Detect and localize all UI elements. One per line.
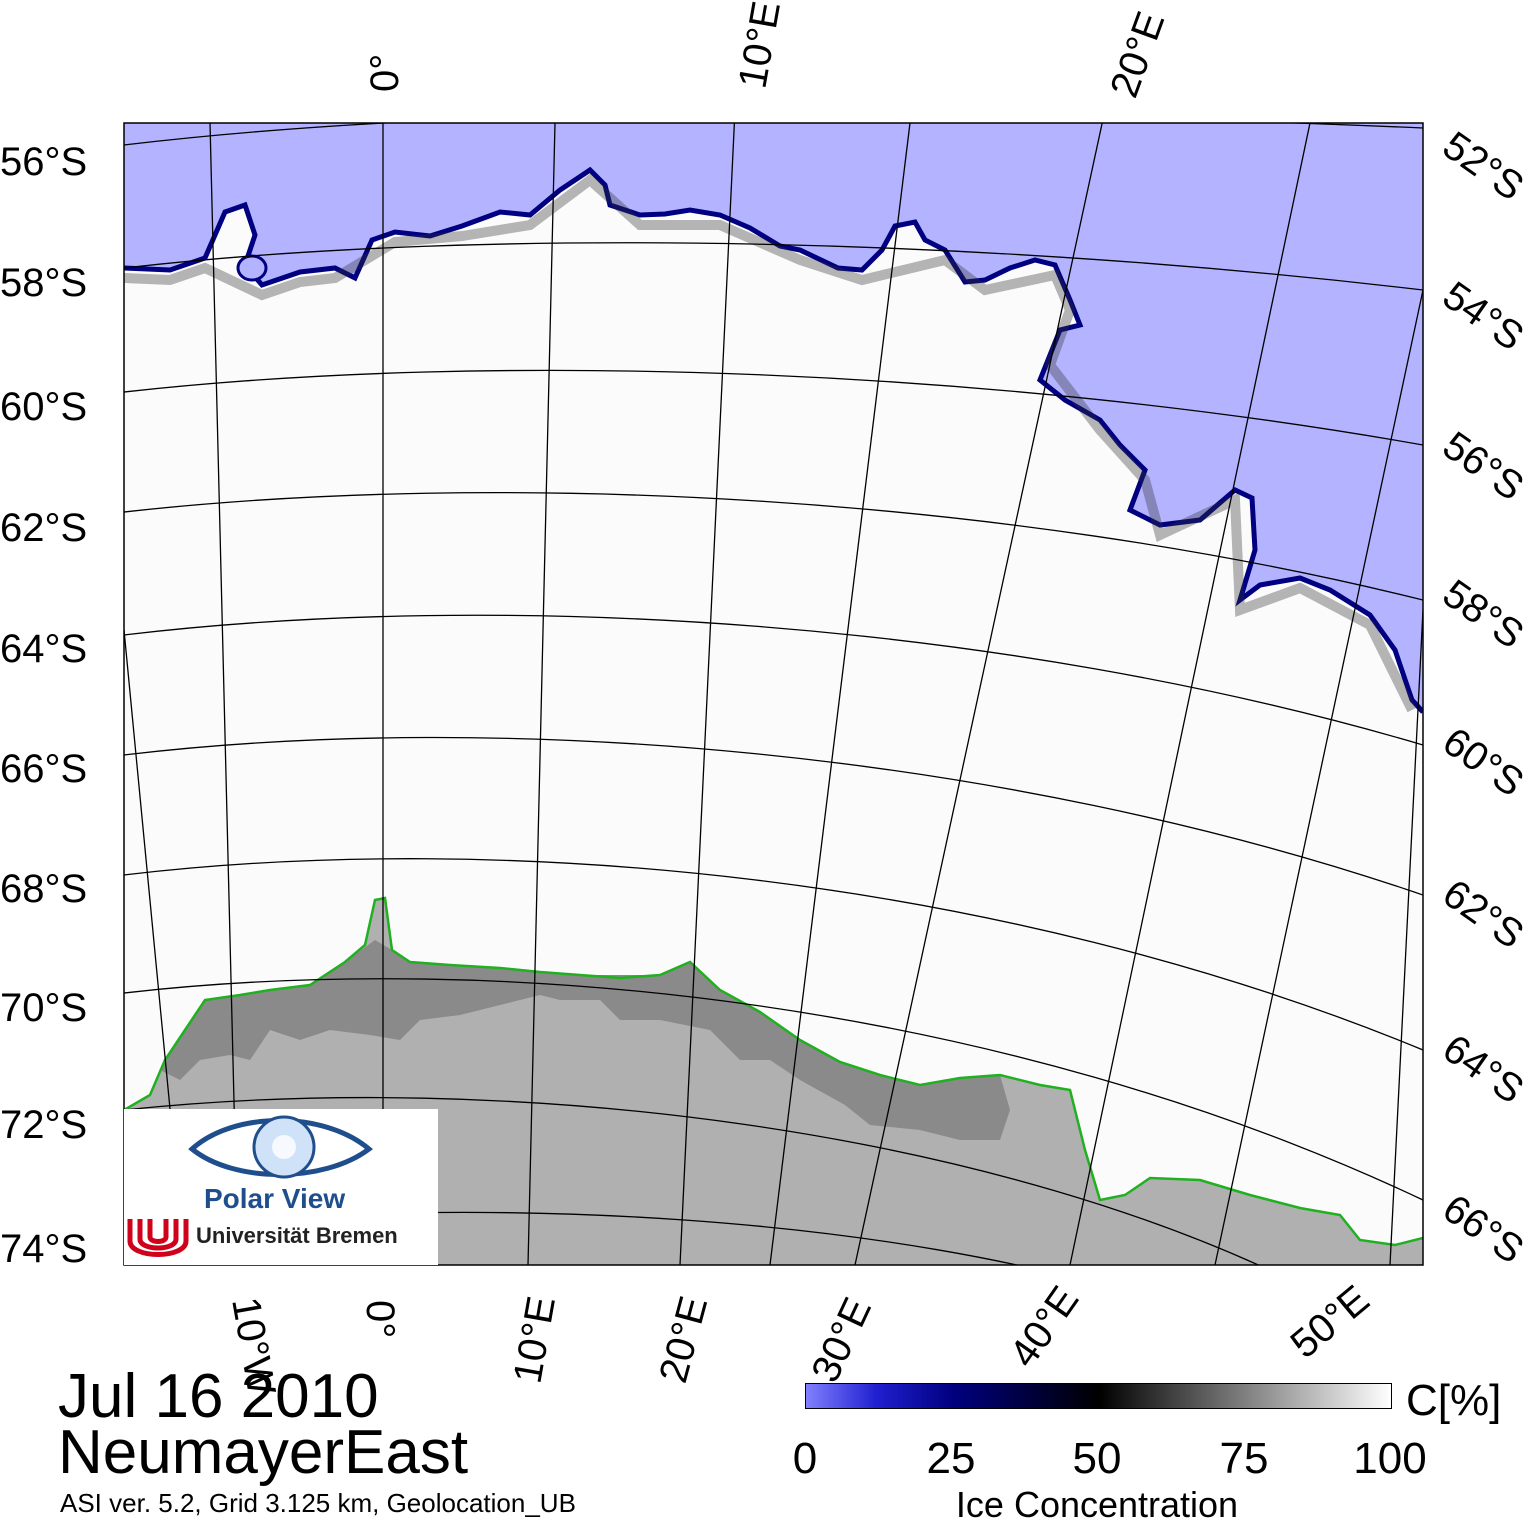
colorbar-tick: 50 bbox=[1072, 1434, 1122, 1483]
lat-label: 54°S bbox=[1435, 273, 1532, 359]
eye-icon bbox=[188, 1115, 374, 1179]
lat-label: 72°S bbox=[0, 1103, 87, 1147]
map-frame bbox=[123, 122, 1424, 1266]
ice-shelf-dark bbox=[160, 940, 1010, 1140]
lat-label: 66°S bbox=[0, 747, 87, 791]
lat-label: 58°S bbox=[0, 261, 87, 305]
colorbar-tick: 75 bbox=[1219, 1434, 1269, 1483]
lon-label: 10°E bbox=[506, 1293, 564, 1386]
lat-label: 56°S bbox=[1435, 423, 1532, 509]
map-date: Jul 16 2010 bbox=[58, 1362, 379, 1431]
lat-label: 52°S bbox=[1435, 123, 1532, 209]
lon-labels-bottom: 10°W 0° 10°E 20°E 30°E 40°E 50°E bbox=[223, 1277, 1377, 1398]
colorbar-title: Ice Concentration bbox=[955, 1484, 1239, 1525]
polar-view-logo: Polar View Universität Bremen bbox=[124, 1109, 438, 1265]
lon-label: 10°E bbox=[731, 0, 789, 92]
lat-label: 64°S bbox=[0, 627, 87, 671]
logo-university-text: Universität Bremen bbox=[196, 1223, 398, 1248]
lon-labels-top: 0° 10°E 20°E bbox=[363, 0, 1173, 103]
lat-label: 66°S bbox=[1435, 1186, 1532, 1272]
map-region: NeumayerEast bbox=[58, 1418, 469, 1487]
logo-polar-view-text: Polar View bbox=[204, 1183, 346, 1214]
lat-label: 74°S bbox=[0, 1227, 87, 1271]
lat-label: 62°S bbox=[0, 506, 87, 550]
lat-label: 68°S bbox=[0, 867, 87, 911]
polynya bbox=[236, 254, 268, 282]
lon-label: 40°E bbox=[1001, 1279, 1087, 1376]
lat-label: 58°S bbox=[1435, 571, 1532, 657]
colorbar-unit: C[%] bbox=[1406, 1376, 1502, 1425]
lon-label: 30°E bbox=[803, 1291, 880, 1389]
colorbar-tick: 25 bbox=[926, 1434, 976, 1483]
lat-label: 56°S bbox=[0, 140, 87, 184]
colorbar-tick: 100 bbox=[1353, 1434, 1427, 1483]
lat-labels-right: 52°S 54°S 56°S 58°S 60°S 62°S 64°S 66°S bbox=[1435, 123, 1532, 1272]
map-metadata: ASI ver. 5.2, Grid 3.125 km, Geolocation… bbox=[60, 1488, 576, 1518]
colorbar bbox=[805, 1383, 1392, 1409]
longitude-lines bbox=[124, 123, 1423, 1265]
lat-label: 64°S bbox=[1435, 1026, 1532, 1112]
lat-label: 62°S bbox=[1435, 871, 1532, 957]
lon-label: 50°E bbox=[1283, 1277, 1378, 1367]
uni-bremen-icon bbox=[127, 1219, 189, 1257]
ice-edge-shadow bbox=[124, 173, 1417, 713]
ice-edge bbox=[124, 166, 1423, 714]
lon-label: 20°E bbox=[1102, 6, 1173, 103]
lat-labels-left: 56°S 58°S 60°S 62°S 64°S 66°S 68°S 70°S … bbox=[0, 140, 87, 1271]
colorbar-tick: 0 bbox=[792, 1434, 818, 1483]
lon-label: 20°E bbox=[651, 1292, 716, 1388]
coastline bbox=[124, 896, 1423, 1247]
lat-label: 60°S bbox=[1435, 719, 1532, 805]
lat-label: 60°S bbox=[0, 385, 87, 429]
lon-label: 0° bbox=[363, 54, 407, 92]
lon-label: 0° bbox=[358, 1300, 402, 1338]
lat-label: 70°S bbox=[0, 986, 87, 1030]
